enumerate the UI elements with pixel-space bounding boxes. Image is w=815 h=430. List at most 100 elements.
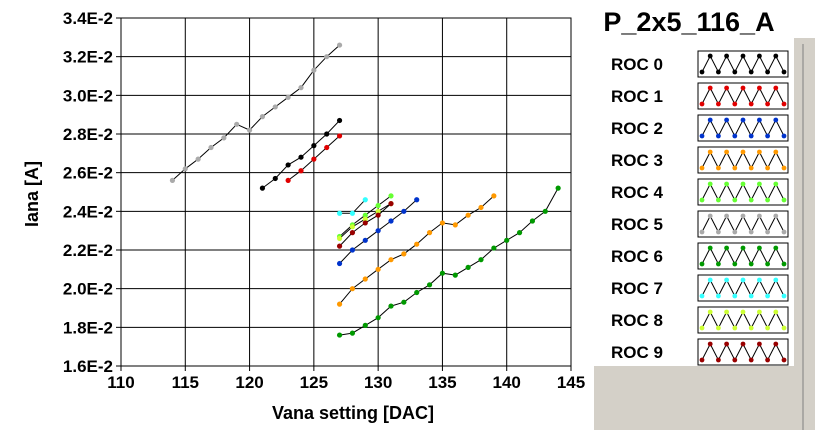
- data-point: [336, 301, 343, 307]
- legend-swatch-marker: [732, 357, 738, 363]
- y-tick-label: 3.4E-2: [63, 9, 113, 28]
- series-line: [172, 44, 340, 181]
- legend-swatch-marker: [732, 197, 738, 203]
- data-point: [375, 212, 381, 218]
- data-point: [388, 303, 394, 309]
- x-axis-ticks: 110 115 120 125 130 135 140 145: [107, 366, 585, 392]
- x-tick-label: 145: [557, 373, 585, 392]
- legend-swatch-marker: [699, 69, 705, 75]
- data-point: [401, 208, 407, 214]
- data-point: [311, 143, 317, 149]
- legend-entry: ROC 4: [611, 178, 789, 206]
- legend-swatch-marker: [773, 213, 779, 219]
- data-point: [478, 204, 484, 211]
- data-point: [208, 144, 214, 151]
- data-point: [439, 220, 446, 226]
- series-roc-3: [336, 193, 497, 307]
- legend-entry: ROC 3: [611, 146, 789, 174]
- legend-swatch-marker: [707, 341, 713, 347]
- legend-swatch-marker: [732, 101, 738, 107]
- data-point: [542, 208, 548, 214]
- data-point: [336, 235, 343, 241]
- legend-swatch-marker: [773, 53, 779, 59]
- series-roc-9: [336, 201, 394, 249]
- legend-swatch-marker: [773, 181, 779, 187]
- legend-shadow: [794, 38, 815, 430]
- legend-swatch-marker: [732, 165, 738, 171]
- legend-swatch-marker: [748, 197, 754, 203]
- legend-swatch-marker: [732, 261, 738, 267]
- data-point: [259, 114, 266, 120]
- legend-entry: ROC 7: [611, 274, 789, 302]
- data-point: [426, 282, 433, 288]
- legend-entry: ROC 5: [611, 210, 789, 238]
- legend-swatch-marker: [748, 133, 754, 139]
- data-point: [362, 197, 368, 203]
- legend-swatch-marker: [765, 165, 770, 171]
- data-point: [414, 241, 420, 247]
- legend-swatch-marker: [699, 229, 705, 235]
- legend-swatch-marker: [765, 69, 770, 75]
- legend-swatch-marker: [781, 293, 787, 299]
- legend-swatch-marker: [707, 53, 713, 59]
- legend-swatch-marker: [781, 357, 787, 363]
- data-point: [259, 185, 266, 191]
- data-point: [349, 224, 356, 230]
- data-point: [388, 218, 394, 224]
- y-tick-label: 2.6E-2: [63, 164, 113, 183]
- legend-entry: ROC 0: [611, 50, 789, 78]
- data-point: [439, 270, 446, 276]
- data-point: [221, 135, 227, 141]
- data-point: [285, 94, 291, 100]
- data-point: [388, 201, 394, 207]
- legend-swatch-marker: [732, 133, 738, 139]
- data-point: [195, 156, 201, 162]
- legend-swatch-marker: [757, 277, 762, 283]
- data-point: [426, 230, 433, 236]
- data-point: [375, 208, 381, 214]
- legend-swatch-marker: [732, 325, 738, 331]
- legend-entry: ROC 6: [611, 242, 789, 270]
- data-point: [349, 230, 356, 236]
- data-point: [452, 222, 458, 228]
- series-roc-1: [285, 133, 343, 183]
- data-point: [375, 315, 381, 321]
- data-point: [362, 220, 368, 226]
- legend-swatch-marker: [773, 277, 779, 283]
- legend-entry: ROC 2: [611, 114, 789, 142]
- legend-swatch-marker: [724, 277, 729, 283]
- legend-entry: ROC 9: [611, 338, 789, 366]
- data-point: [324, 54, 330, 60]
- data-point: [336, 332, 343, 338]
- grid: [121, 18, 571, 366]
- data-point: [414, 289, 420, 296]
- legend: ROC 0 ROC 1 ROC 2 ROC 3 ROC 4 ROC 5 ROC 6 ROC 7…: [611, 50, 789, 366]
- x-tick-label: 140: [493, 373, 521, 392]
- legend-swatch-marker: [716, 229, 721, 235]
- legend-swatch-marker: [748, 69, 754, 75]
- legend-swatch-marker: [724, 309, 729, 315]
- legend-swatch-marker: [757, 117, 762, 123]
- legend-swatch-marker: [740, 309, 746, 315]
- data-point: [324, 131, 330, 137]
- legend-swatch-marker: [732, 69, 738, 75]
- data-point: [349, 330, 356, 336]
- legend-swatch-marker: [724, 117, 729, 123]
- y-tick-label: 1.6E-2: [63, 357, 113, 376]
- data-point: [246, 127, 253, 133]
- legend-swatch-marker: [716, 261, 721, 267]
- data-point: [336, 42, 343, 48]
- legend-swatch-marker: [707, 85, 713, 91]
- legend-swatch-marker: [781, 133, 787, 139]
- data-point: [324, 144, 330, 151]
- data-point: [311, 156, 317, 162]
- data-point: [182, 166, 188, 172]
- legend-swatch-marker: [699, 357, 705, 363]
- data-point: [362, 237, 368, 243]
- legend-swatch-marker: [765, 101, 770, 107]
- legend-label: ROC 1: [611, 87, 663, 106]
- data-point: [362, 216, 368, 222]
- data-point: [401, 299, 407, 305]
- x-tick-label: 130: [364, 373, 392, 392]
